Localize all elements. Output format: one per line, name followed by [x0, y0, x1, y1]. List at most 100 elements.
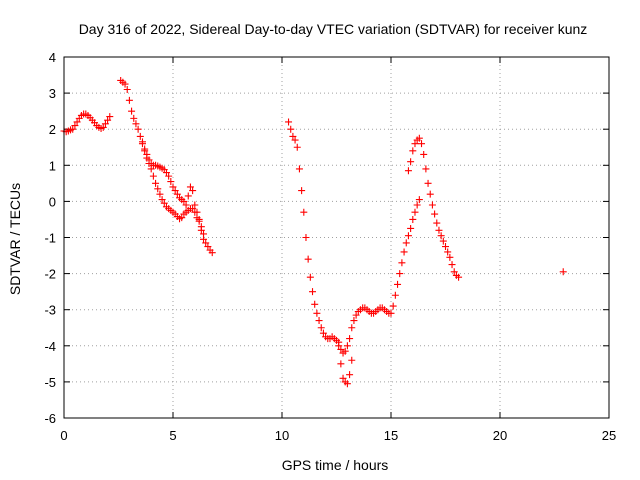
- data-point: [415, 196, 423, 204]
- data-point: [337, 345, 345, 353]
- data-point: [106, 113, 114, 121]
- y-tick-label: 2: [49, 122, 56, 137]
- data-point: [287, 125, 295, 133]
- data-point: [409, 147, 417, 155]
- data-point: [404, 167, 412, 175]
- data-point: [99, 123, 107, 131]
- data-point: [173, 190, 181, 198]
- data-point: [125, 96, 133, 104]
- data-point: [184, 192, 192, 200]
- data-point: [431, 210, 439, 218]
- data-point: [309, 288, 317, 296]
- data-point: [420, 150, 428, 158]
- data-point: [302, 234, 310, 241]
- data-point: [311, 300, 319, 308]
- data-point: [400, 248, 408, 256]
- data-point: [424, 179, 432, 187]
- data-point: [315, 317, 323, 325]
- y-axis-label: SDTVAR / TECUs: [7, 183, 23, 295]
- data-points: [60, 76, 567, 388]
- data-point: [439, 237, 447, 245]
- data-point: [141, 145, 149, 153]
- data-point: [343, 342, 351, 350]
- data-point: [132, 120, 140, 128]
- x-tick-label: 20: [493, 428, 507, 443]
- data-point: [428, 201, 436, 209]
- y-tick-label: -1: [44, 231, 56, 246]
- data-point: [389, 302, 397, 310]
- data-point: [160, 199, 168, 207]
- data-point: [409, 215, 417, 223]
- data-point: [350, 317, 358, 325]
- data-point: [298, 187, 306, 195]
- y-tick-label: 0: [49, 194, 56, 209]
- data-point: [391, 291, 399, 299]
- data-point: [171, 187, 179, 195]
- data-point: [197, 226, 205, 234]
- y-tick-label: 1: [49, 158, 56, 173]
- data-point: [204, 243, 212, 251]
- data-point: [101, 120, 109, 128]
- data-point: [202, 239, 210, 247]
- x-tick-label: 25: [602, 428, 616, 443]
- data-point: [128, 107, 136, 115]
- data-point: [123, 85, 131, 93]
- data-point: [339, 374, 347, 382]
- data-point: [289, 132, 297, 140]
- data-point: [398, 259, 406, 267]
- data-point: [73, 118, 81, 126]
- data-point: [195, 215, 203, 223]
- data-point: [422, 165, 430, 173]
- data-point: [352, 311, 360, 319]
- data-point: [178, 214, 186, 222]
- data-point: [319, 329, 327, 337]
- data-point: [300, 208, 308, 216]
- data-point: [396, 270, 404, 278]
- y-tick-label: -2: [44, 267, 56, 282]
- data-point: [343, 380, 351, 388]
- data-point: [138, 138, 146, 146]
- data-point: [559, 268, 567, 276]
- chart-title: Day 316 of 2022, Sidereal Day-to-day VTE…: [79, 21, 588, 37]
- x-tick-label: 15: [384, 428, 398, 443]
- data-point: [444, 248, 452, 256]
- data-point: [306, 273, 314, 281]
- x-tick-label: 0: [60, 428, 67, 443]
- y-tick-label: -3: [44, 303, 56, 318]
- data-point: [435, 226, 443, 234]
- x-axis-label: GPS time / hours: [282, 457, 389, 473]
- data-point: [193, 208, 201, 216]
- data-point: [313, 309, 321, 317]
- data-point: [407, 224, 415, 232]
- data-point: [304, 255, 312, 263]
- data-point: [189, 187, 197, 195]
- data-point: [152, 179, 160, 187]
- data-point: [285, 118, 293, 126]
- data-point: [145, 156, 153, 164]
- data-point: [169, 183, 177, 191]
- data-point: [191, 201, 199, 209]
- data-point: [136, 132, 144, 140]
- data-point: [346, 335, 354, 343]
- data-point: [446, 253, 454, 261]
- data-point: [335, 338, 343, 346]
- data-point: [346, 371, 354, 379]
- data-point: [394, 280, 402, 288]
- data-point: [167, 178, 175, 186]
- data-point: [156, 190, 164, 198]
- data-point: [165, 172, 173, 180]
- data-point: [208, 249, 216, 257]
- data-point: [180, 197, 188, 205]
- data-point: [455, 273, 463, 281]
- data-point: [407, 158, 415, 166]
- plot-frame: [63, 56, 610, 419]
- data-point: [337, 360, 345, 368]
- data-point: [182, 201, 190, 209]
- data-point: [69, 125, 77, 133]
- data-point: [293, 143, 301, 151]
- data-point: [426, 190, 434, 198]
- data-point: [402, 239, 410, 247]
- y-tick-label: 4: [49, 50, 56, 65]
- data-point: [121, 80, 129, 88]
